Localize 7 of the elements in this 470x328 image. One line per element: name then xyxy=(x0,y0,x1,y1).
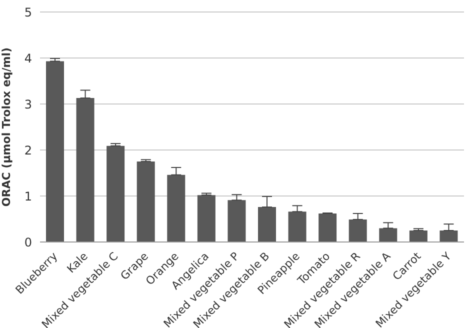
y-tick-label: 2 xyxy=(24,143,32,158)
y-axis-title: ORAC (μmol Trolox eq/ml) xyxy=(0,47,13,207)
y-tick-label: 5 xyxy=(24,5,32,20)
y-tick-label: 0 xyxy=(24,235,32,250)
y-tick-label: 1 xyxy=(24,189,32,204)
y-tick-label: 4 xyxy=(24,51,32,66)
y-tick-label: 3 xyxy=(24,97,32,112)
